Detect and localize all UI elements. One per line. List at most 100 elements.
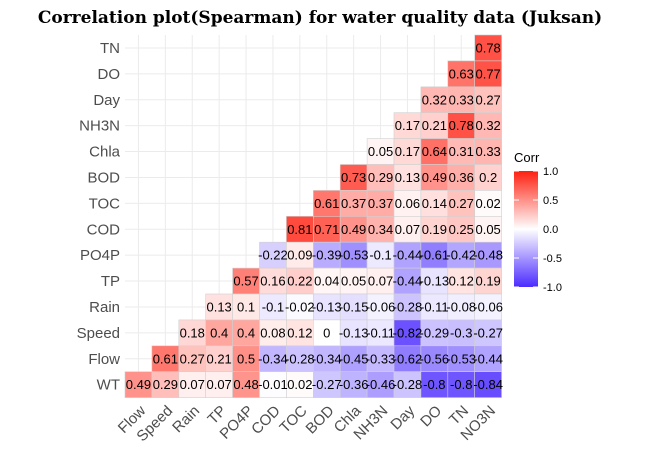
heatmap-cell [232,371,260,398]
heatmap-cell [124,371,153,398]
heatmap-cell [420,371,449,398]
y-axis-label: COD [87,221,121,238]
cell-value-label: -0.48 [473,248,503,263]
cell-value-label: 0.48 [233,377,258,392]
cell-value-label: 0.1 [237,299,255,314]
y-axis-label: WT [97,377,120,394]
heatmap-cell [474,319,502,347]
heatmap-cell [420,345,449,372]
y-axis-label: Day [93,92,120,109]
y-axis-label: Rain [89,299,120,316]
heatmap-cell [178,371,207,398]
cell-value-label: -0.39 [312,248,342,263]
cell-value-label: 0.21 [422,118,447,133]
heatmap-cell [286,216,314,243]
heatmap-cell [312,319,341,347]
cell-value-label: -0.15 [339,299,369,314]
heatmap-cell [259,293,287,321]
heatmap-cell [286,241,314,269]
cell-value-label: 0.36 [449,170,474,185]
cell-value-label: 0.49 [126,377,151,392]
heatmap-cell [474,293,502,321]
cell-value-label: -0.82 [393,325,423,340]
cell-value-label: 0.5 [237,351,255,366]
cell-value-label: 0.29 [368,170,393,185]
heatmap-cell [474,112,502,139]
heatmap-cell [205,345,233,372]
heatmap-cell [447,86,475,114]
cell-value-label: 0.32 [422,92,447,107]
cell-value-label: 0.14 [422,196,447,211]
heatmap-cell [447,293,475,321]
legend-ticks: 1.0 0.5 0.0 -0.5 -1.0 [514,166,562,294]
y-axis-label: TN [100,40,120,57]
cell-value-label: -0.56 [420,351,450,366]
cell-value-label: 0.57 [233,274,258,289]
heatmap-cell [393,293,422,321]
y-axis-label: TOC [89,195,121,212]
x-axis-label: Rain [169,402,203,436]
cell-value-label: -0.13 [420,274,450,289]
y-axis-labels: TN DO Day NH3N Chla BOD TOC COD PO4P TP Rain Speed F… [77,40,121,394]
cell-value-label: 0.64 [422,144,447,159]
cell-value-label: 0.27 [475,92,500,107]
heatmap-cell [339,241,368,269]
legend-tick-label: 0.0 [543,224,558,236]
cell-value-label: 0.17 [395,144,420,159]
cell-value-label: -0.62 [393,351,423,366]
heatmap-cell [232,319,260,347]
cell-value-label: 0.25 [449,222,474,237]
cell-value-label: -0.33 [366,351,396,366]
heatmap-cells [124,34,502,398]
cell-value-label: 0.07 [206,377,231,392]
cell-value-label: -0.84 [473,377,503,392]
heatmap-cell [286,293,314,321]
cell-value-label: 0.17 [395,118,420,133]
y-axis-label: Flow [88,351,120,368]
cell-value-label: 0.4 [237,325,255,340]
cell-value-label: -0.28 [393,299,423,314]
x-axis-label: COD [248,402,284,438]
cell-value-label: 0.19 [422,222,447,237]
x-axis-label: DO [417,402,445,430]
cell-value-label: -0.29 [420,325,450,340]
legend-tick-label: -0.5 [543,253,562,265]
color-legend: Corr 1.0 0.5 0.0 -0.5 -1.0 [514,150,562,294]
cell-value-label: 0.08 [260,325,285,340]
heatmap-cell [366,267,395,295]
heatmap-cell [259,371,287,398]
heatmap-cell [312,216,341,243]
cell-value-label: 0 [323,325,330,340]
cell-value-label: 0.33 [449,92,474,107]
y-axis-label: DO [98,66,121,83]
cell-value-label: -0.1 [369,248,391,263]
heatmap-cell [393,371,422,398]
cell-value-label: -0.27 [312,377,342,392]
y-axis-label: NH3N [79,118,120,135]
cell-value-label: 0.05 [341,274,366,289]
cell-value-labels: 0.780.63 0.770.32 0.33 0.270.17 0.21 0.78 0.32… [126,40,503,392]
cell-value-label: -0.22 [258,248,288,263]
heatmap-cell [447,164,475,191]
cell-value-label: -0.08 [446,299,476,314]
heatmap-cell [366,190,395,217]
cell-value-label: 0.05 [368,144,393,159]
cell-value-label: 0.02 [475,196,500,211]
cell-value-label: -0.8 [423,377,445,392]
cell-value-label: -0.34 [258,351,288,366]
heatmap-cell [232,345,260,372]
cell-value-label: -0.44 [393,248,423,263]
heatmap-cell [312,267,341,295]
cell-value-label: 0.4 [210,325,228,340]
heatmap-cell [447,112,475,139]
cell-value-label: 0.77 [475,66,500,81]
cell-value-label: 0.33 [475,144,500,159]
cell-value-label: -0.42 [446,248,476,263]
heatmap-cell [420,319,449,347]
heatmap-cell [420,267,449,295]
cell-value-label: 0.07 [395,222,420,237]
cell-value-label: 0.63 [449,66,474,81]
y-axis-label: TP [101,273,120,290]
cell-value-label: -0.13 [339,325,369,340]
x-axis-label: Day [387,402,418,433]
